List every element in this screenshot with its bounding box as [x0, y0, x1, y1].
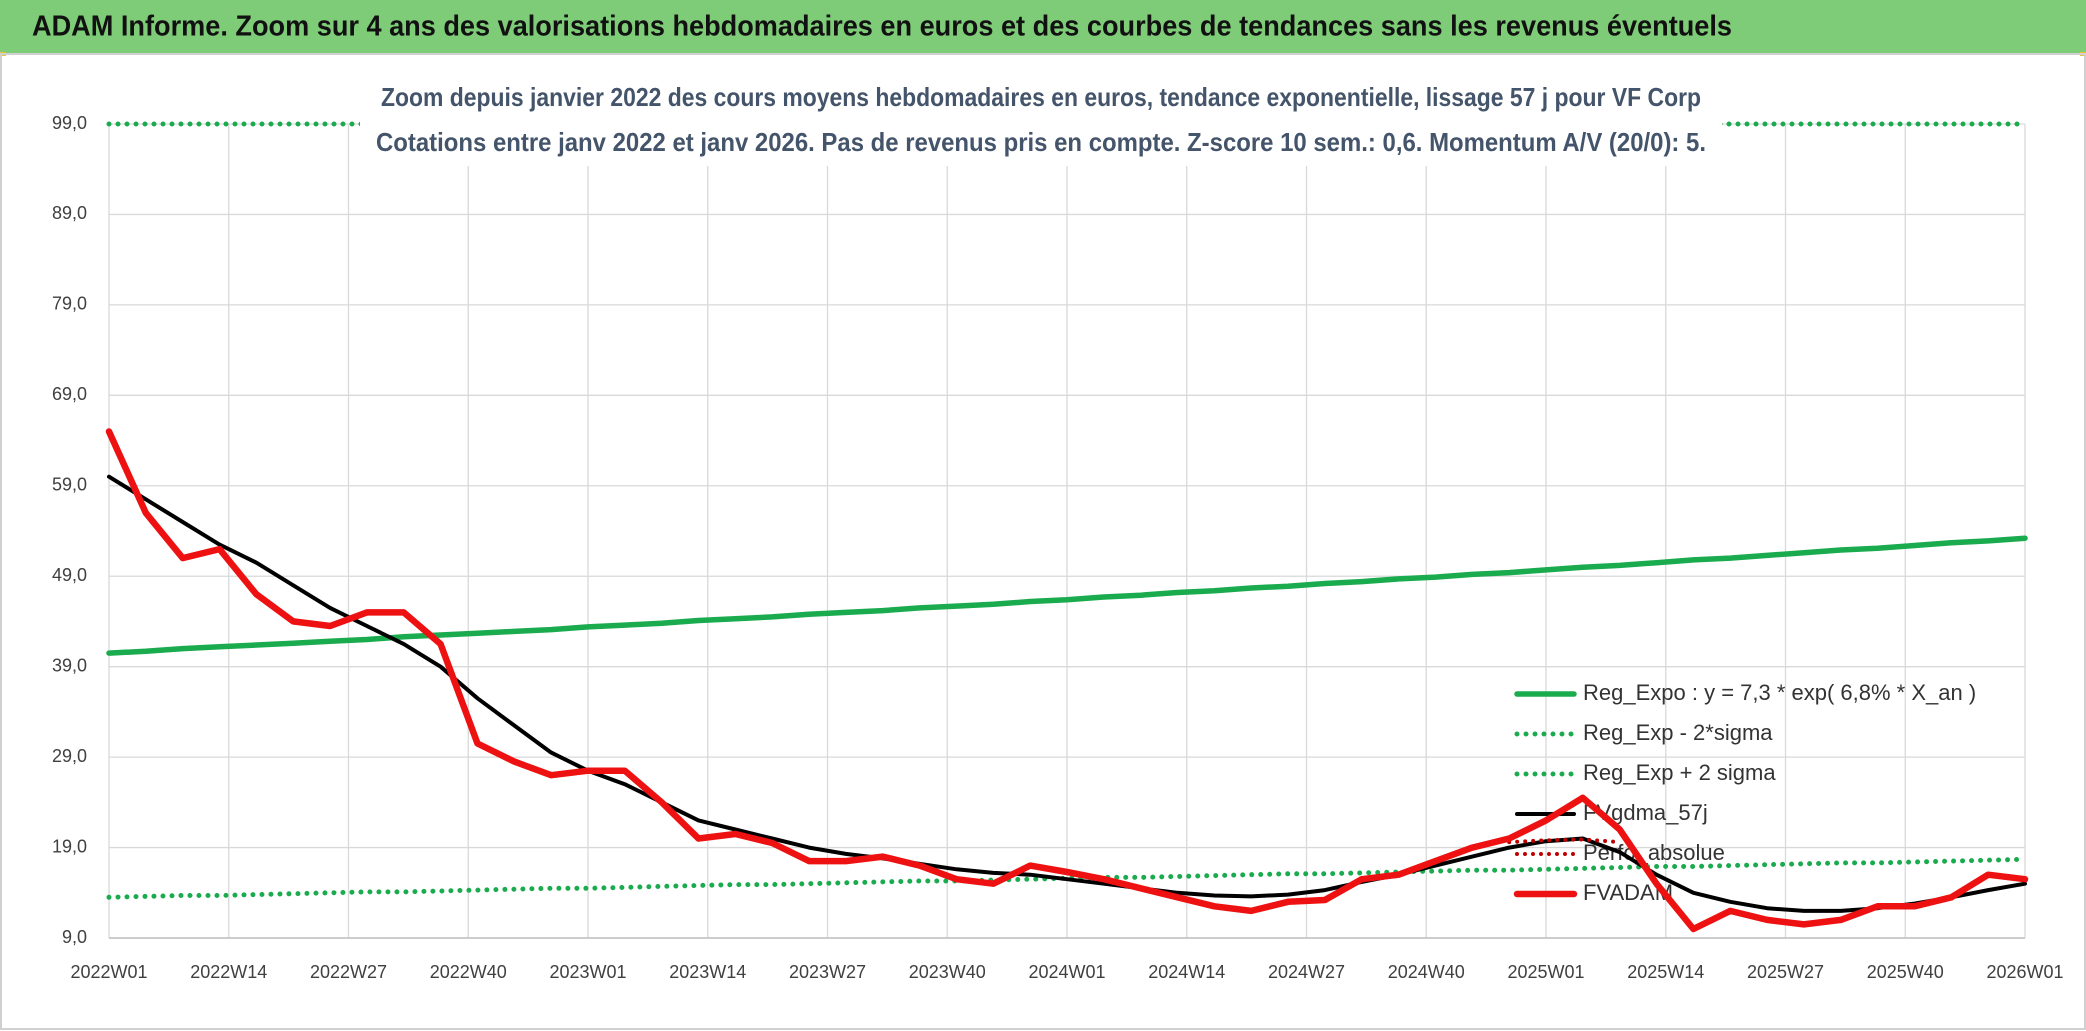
- legend-text: Perfo_absolue: [1583, 840, 1725, 865]
- x-tick-label: 2022W14: [190, 962, 267, 982]
- x-tick-label: 2025W14: [1627, 962, 1704, 982]
- x-tick-label: 2025W01: [1507, 962, 1584, 982]
- grid: 9,0 19,0 29,0 39,0 49,0 59,0 69,0 79,0 89,0 99,0 2…: [52, 113, 2064, 982]
- x-tick-label: 2025W27: [1747, 962, 1824, 982]
- subtitle: Cotations entre janv 2022 et janv 2026. …: [376, 127, 1706, 157]
- subtitle-box: [360, 78, 1722, 166]
- y-tick-label: 69,0: [52, 384, 87, 404]
- legend: Reg_Expo : y = 7,3 * exp( 6,8% * X_an ) R…: [1513, 680, 1976, 905]
- x-tick-label: 2026W01: [1986, 962, 2063, 982]
- y-tick-label: 39,0: [52, 655, 87, 675]
- x-tick-label: 2024W40: [1388, 962, 1465, 982]
- series-line: [1507, 837, 1622, 845]
- x-tick-label: 2022W27: [310, 962, 387, 982]
- legend-text: Reg_Expo : y = 7,3 * exp( 6,8% * X_an ): [1583, 680, 1976, 705]
- y-tick-label: 59,0: [52, 475, 87, 495]
- header-band: [0, 0, 2086, 54]
- x-tick-label: 2022W40: [430, 962, 507, 982]
- y-tick-label: 9,0: [62, 927, 87, 947]
- y-tick-label: 49,0: [52, 565, 87, 585]
- x-tick-label: 2023W40: [909, 962, 986, 982]
- x-tick-label: 2022W01: [70, 962, 147, 982]
- x-tick-label: 2023W14: [669, 962, 746, 982]
- series-line: [105, 428, 2029, 933]
- x-tick-label: 2024W01: [1028, 962, 1105, 982]
- x-tick-label: 2025W40: [1867, 962, 1944, 982]
- frame: [0, 53, 2086, 1030]
- series-line: [107, 474, 2027, 913]
- y-tick-label: 19,0: [52, 836, 87, 856]
- series: [105, 121, 2029, 933]
- x-tick-label: 2023W27: [789, 962, 866, 982]
- legend-text: Reg_Exp + 2 sigma: [1583, 760, 1776, 785]
- legend-text: Reg_Exp - 2*sigma: [1583, 720, 1773, 745]
- y-tick-label: 89,0: [52, 203, 87, 223]
- x-tick-label: 2024W14: [1148, 962, 1225, 982]
- y-tick-label: 29,0: [52, 746, 87, 766]
- y-tick-label: 99,0: [52, 113, 87, 133]
- y-tick-label: 79,0: [52, 294, 87, 314]
- subtitle: Zoom depuis janvier 2022 des cours moyen…: [381, 82, 1701, 112]
- x-tick-label: 2024W27: [1268, 962, 1345, 982]
- x-tick-label: 2023W01: [549, 962, 626, 982]
- header-title: ADAM Informe. Zoom sur 4 ans des valoris…: [32, 11, 1732, 43]
